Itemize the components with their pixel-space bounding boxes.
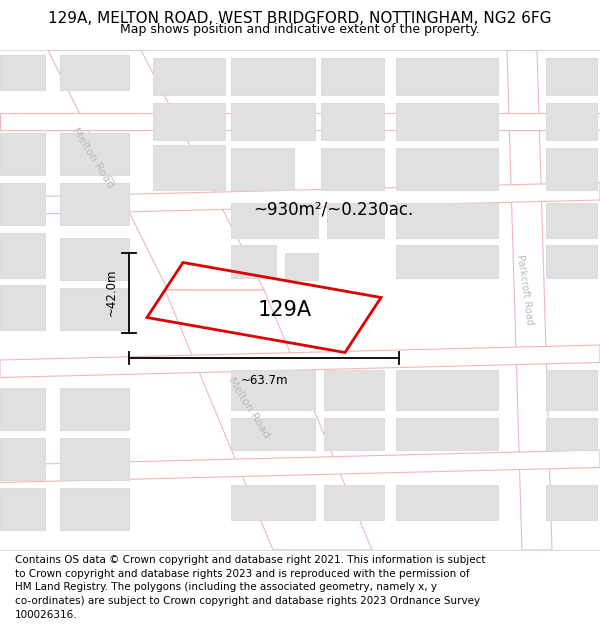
Polygon shape	[60, 488, 129, 530]
Polygon shape	[546, 58, 597, 95]
Polygon shape	[153, 58, 225, 95]
Polygon shape	[396, 58, 498, 95]
Polygon shape	[396, 418, 498, 450]
Polygon shape	[60, 438, 129, 480]
Text: Melton Road: Melton Road	[70, 126, 116, 189]
Polygon shape	[507, 50, 552, 550]
Polygon shape	[321, 148, 384, 190]
Polygon shape	[396, 370, 498, 410]
Polygon shape	[0, 182, 45, 225]
Polygon shape	[0, 132, 45, 175]
Polygon shape	[0, 55, 45, 90]
Polygon shape	[546, 202, 597, 238]
Polygon shape	[153, 102, 225, 140]
Polygon shape	[231, 370, 315, 410]
Polygon shape	[327, 202, 384, 238]
Polygon shape	[0, 388, 45, 430]
Polygon shape	[0, 232, 45, 278]
Polygon shape	[396, 202, 498, 238]
Text: Parkcroft Road: Parkcroft Road	[515, 254, 535, 326]
Polygon shape	[60, 388, 129, 430]
Text: Contains OS data © Crown copyright and database right 2021. This information is : Contains OS data © Crown copyright and d…	[15, 555, 485, 619]
Text: Melton Road: Melton Road	[226, 376, 272, 439]
Polygon shape	[60, 132, 129, 175]
Text: ~42.0m: ~42.0m	[105, 269, 118, 316]
Text: 129A, MELTON ROAD, WEST BRIDGFORD, NOTTINGHAM, NG2 6FG: 129A, MELTON ROAD, WEST BRIDGFORD, NOTTI…	[48, 11, 552, 26]
Text: ~930m²/~0.230ac.: ~930m²/~0.230ac.	[253, 201, 413, 219]
Polygon shape	[546, 245, 597, 278]
Polygon shape	[60, 55, 129, 90]
Polygon shape	[546, 485, 597, 520]
Polygon shape	[396, 245, 498, 278]
Polygon shape	[546, 102, 597, 140]
Polygon shape	[0, 488, 45, 530]
Polygon shape	[396, 102, 498, 140]
Polygon shape	[321, 58, 384, 95]
Polygon shape	[546, 418, 597, 450]
Polygon shape	[324, 370, 384, 410]
Polygon shape	[324, 418, 384, 450]
Polygon shape	[0, 450, 600, 482]
Polygon shape	[231, 202, 318, 238]
Polygon shape	[546, 370, 597, 410]
Polygon shape	[324, 485, 384, 520]
Polygon shape	[0, 285, 45, 330]
Polygon shape	[231, 418, 315, 450]
Polygon shape	[396, 148, 498, 190]
Polygon shape	[231, 148, 294, 190]
Polygon shape	[285, 253, 318, 280]
Polygon shape	[231, 58, 315, 95]
Polygon shape	[396, 485, 498, 520]
Polygon shape	[153, 145, 225, 190]
Polygon shape	[0, 345, 600, 378]
Text: Map shows position and indicative extent of the property.: Map shows position and indicative extent…	[120, 23, 480, 36]
Polygon shape	[0, 112, 600, 130]
Polygon shape	[165, 290, 372, 550]
Polygon shape	[231, 102, 315, 140]
Polygon shape	[231, 485, 315, 520]
Polygon shape	[60, 238, 129, 280]
Polygon shape	[321, 102, 384, 140]
Polygon shape	[60, 182, 129, 225]
Polygon shape	[48, 50, 264, 290]
Polygon shape	[0, 182, 600, 215]
Polygon shape	[60, 288, 129, 330]
Text: 129A: 129A	[258, 300, 312, 320]
Polygon shape	[546, 148, 597, 190]
Polygon shape	[231, 245, 276, 278]
Polygon shape	[0, 438, 45, 480]
Text: ~63.7m: ~63.7m	[240, 374, 288, 386]
